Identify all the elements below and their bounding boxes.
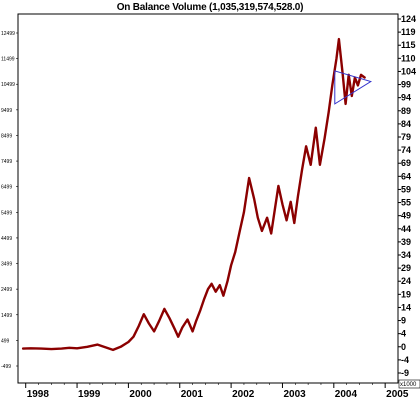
left-tick-label: 8499 (1, 133, 12, 139)
x-tick-label: 2003 (283, 389, 306, 400)
x-tick-label: 2000 (129, 389, 152, 400)
right-tick-label: 55 (401, 198, 411, 208)
right-axis-unit-label: x1000 (400, 382, 417, 388)
right-tick-label: 84 (401, 119, 411, 129)
right-tick-label: 69 (401, 158, 411, 168)
right-tick-label: 124 (401, 14, 416, 24)
left-tick-label: -499 (1, 364, 11, 370)
x-tick-label: 1999 (78, 389, 101, 400)
right-tick-label: 94 (401, 93, 411, 103)
right-tick-label: 44 (401, 224, 411, 234)
left-tick-label: 3499 (1, 262, 12, 268)
x-tick-label: 2004 (335, 389, 358, 400)
right-tick-label: -4 (401, 355, 409, 365)
right-tick-label: 24 (401, 276, 411, 286)
chart-title: On Balance Volume (1,035,319,574,528.0) (116, 2, 304, 13)
right-tick-label: 99 (401, 80, 411, 90)
right-tick-label: 19 (401, 289, 411, 299)
left-tick-label: 2499 (1, 287, 12, 293)
x-tick-label: 2002 (232, 389, 255, 400)
plot-frame (17, 13, 399, 384)
left-tick-label: 10499 (1, 82, 15, 88)
right-tick-label: -9 (401, 368, 409, 378)
right-tick-label: 4 (401, 329, 406, 339)
right-tick-label: 110 (401, 53, 416, 63)
left-tick-label: 5499 (1, 210, 12, 216)
right-tick-label: 64 (401, 171, 411, 181)
obv-series-line (21, 37, 366, 352)
triangle-pattern (334, 70, 373, 105)
right-tick-label: 79 (401, 132, 411, 142)
right-tick-label: 0 (401, 342, 406, 352)
right-tick-label: 39 (401, 237, 411, 247)
right-tick-label: 89 (401, 106, 411, 116)
right-tick-label: 14 (401, 302, 411, 312)
right-tick-label: 49 (401, 211, 411, 221)
left-tick-label: 11499 (1, 57, 15, 63)
left-tick-label: 12499 (1, 31, 15, 37)
right-tick-label: 9 (401, 316, 406, 326)
left-tick-label: 1499 (1, 313, 12, 319)
right-tick-label: 34 (401, 250, 411, 260)
x-tick-label: 2005 (386, 389, 409, 400)
left-tick-label: 7499 (1, 159, 12, 165)
left-tick-label: 4499 (1, 236, 12, 242)
x-tick-label: 2001 (181, 389, 204, 400)
left-tick-label: 6499 (1, 185, 12, 191)
right-tick-label: 104 (401, 66, 416, 76)
right-tick-label: 59 (401, 184, 411, 194)
right-tick-label: 119 (401, 27, 416, 37)
right-tick-label: 29 (401, 263, 411, 273)
right-tick-label: 74 (401, 145, 411, 155)
left-tick-label: 9499 (1, 108, 12, 114)
right-tick-label: 115 (401, 40, 416, 50)
left-tick-label: 499 (1, 338, 10, 344)
right-axis-unit-box (398, 379, 420, 389)
x-tick-label: 1998 (27, 389, 50, 400)
